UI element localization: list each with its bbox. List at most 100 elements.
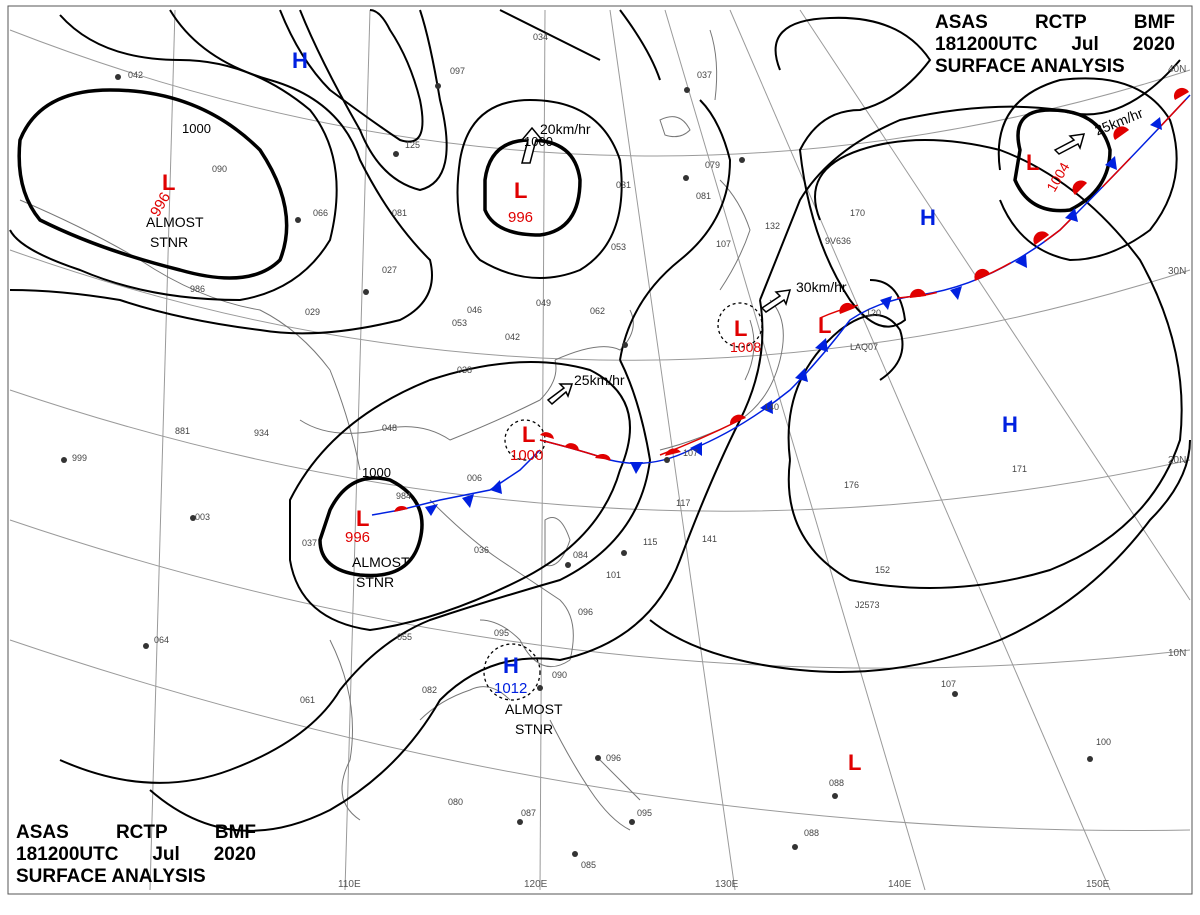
svg-text:999: 999 — [72, 453, 87, 463]
lat-label-10: 10N — [1168, 648, 1186, 659]
svg-text:095: 095 — [637, 808, 652, 818]
svg-text:934: 934 — [254, 428, 269, 438]
low-symbol: L — [514, 178, 527, 203]
svg-text:042: 042 — [505, 332, 520, 342]
svg-text:066: 066 — [313, 208, 328, 218]
motion-label: 30km/hr — [796, 279, 847, 295]
svg-text:120: 120 — [866, 308, 881, 318]
svg-text:096: 096 — [578, 607, 593, 617]
high-symbol: H — [1002, 412, 1018, 437]
office-code: BMF — [214, 822, 256, 843]
isobars — [9, 9, 1191, 832]
svg-text:034: 034 — [533, 32, 548, 42]
longitude-lines — [149, 9, 1191, 891]
svg-text:101: 101 — [606, 570, 621, 580]
svg-text:062: 062 — [590, 306, 605, 316]
motion-label: 20km/hr — [540, 121, 591, 137]
svg-text:053: 053 — [611, 242, 626, 252]
svg-text:9V636: 9V636 — [825, 236, 851, 246]
svg-text:081: 081 — [392, 208, 407, 218]
time-line: 181200UTC Jul 2020 — [16, 844, 256, 866]
svg-text:986: 986 — [190, 284, 205, 294]
low-symbol: L — [522, 422, 535, 447]
year: 2020 — [1132, 34, 1175, 55]
station-values: 034 097 037 079 081 031 107 132 170 053 … — [72, 32, 1111, 870]
header-top: ASAS RCTP BMF 181200UTC Jul 2020 SURFACE… — [935, 12, 1175, 78]
svg-text:061: 061 — [300, 695, 315, 705]
system-note: STNR — [515, 721, 553, 737]
svg-text:176: 176 — [844, 480, 859, 490]
svg-text:107: 107 — [683, 448, 698, 458]
low-symbol: L — [1026, 150, 1039, 175]
motion-arrows — [520, 126, 1086, 406]
svg-text:038: 038 — [457, 365, 472, 375]
coastlines — [19, 29, 784, 831]
office-code: BMF — [1133, 12, 1175, 33]
svg-text:LAQ07: LAQ07 — [850, 342, 878, 352]
svg-text:084: 084 — [573, 550, 588, 560]
svg-text:115: 115 — [643, 537, 657, 547]
time-line: 181200UTC Jul 2020 — [935, 34, 1175, 56]
svg-text:042: 042 — [128, 70, 143, 80]
svg-text:141: 141 — [702, 534, 717, 544]
station-markers — [61, 74, 1093, 857]
svg-text:031: 031 — [616, 180, 631, 190]
svg-text:037: 037 — [302, 538, 317, 548]
low-symbol: L — [734, 316, 747, 341]
low-pressure-value: 996 — [508, 209, 533, 226]
agency-line: ASAS RCTP BMF — [935, 12, 1175, 34]
svg-text:090: 090 — [552, 670, 567, 680]
isobar-label: 1000 — [362, 465, 391, 480]
product-title: SURFACE ANALYSIS — [935, 56, 1125, 77]
svg-text:006: 006 — [467, 473, 482, 483]
frontal-system — [371, 87, 1191, 516]
weak-system-circles — [483, 302, 763, 701]
time-stamp: 181200UTC — [935, 34, 1038, 55]
month: Jul — [1071, 34, 1099, 55]
lon-label-130: 130E — [715, 879, 739, 890]
svg-text:107: 107 — [941, 679, 956, 689]
low-pressure-value: 1000 — [510, 447, 543, 464]
lon-label-110: 110E — [338, 879, 361, 890]
year: 2020 — [213, 844, 256, 865]
lat-label-30: 30N — [1168, 266, 1186, 277]
month: Jul — [152, 844, 180, 865]
svg-text:107: 107 — [716, 239, 731, 249]
svg-text:053: 053 — [452, 318, 467, 328]
svg-text:087: 087 — [521, 808, 536, 818]
isobar-label: 1000 — [182, 121, 211, 136]
lon-label-150: 150E — [1086, 879, 1110, 890]
product-title: SURFACE ANALYSIS — [16, 866, 206, 887]
lon-label-120: 120E — [524, 879, 548, 890]
svg-text:088: 088 — [829, 778, 844, 788]
svg-text:881: 881 — [175, 426, 190, 436]
svg-text:095: 095 — [494, 628, 509, 638]
svg-text:132: 132 — [765, 221, 780, 231]
svg-text:097: 097 — [450, 66, 465, 76]
lat-label-20: 20N — [1168, 455, 1186, 466]
high-pressure-value: 1012 — [494, 680, 527, 697]
lon-label-140: 140E — [888, 879, 912, 890]
agency-line: ASAS RCTP BMF — [16, 822, 256, 844]
svg-text:036: 036 — [474, 545, 489, 555]
map-frame — [7, 5, 1193, 895]
svg-text:085: 085 — [581, 860, 596, 870]
svg-text:049: 049 — [536, 298, 551, 308]
svg-text:170: 170 — [850, 208, 865, 218]
svg-text:140: 140 — [764, 402, 779, 412]
svg-text:152: 152 — [875, 565, 890, 575]
svg-text:064: 064 — [154, 635, 169, 645]
svg-text:171: 171 — [1012, 464, 1027, 474]
low-symbol: L — [848, 750, 861, 775]
svg-text:090: 090 — [212, 164, 227, 174]
header-bottom: ASAS RCTP BMF 181200UTC Jul 2020 SURFACE… — [16, 822, 256, 888]
svg-text:096: 096 — [606, 753, 621, 763]
low-symbol: L — [818, 313, 831, 338]
svg-text:048: 048 — [382, 423, 397, 433]
high-symbol: H — [503, 653, 519, 678]
svg-text:027: 027 — [382, 265, 397, 275]
svg-text:081: 081 — [696, 191, 711, 201]
high-symbol: H — [920, 205, 936, 230]
svg-text:046: 046 — [467, 305, 482, 315]
svg-text:082: 082 — [422, 685, 437, 695]
